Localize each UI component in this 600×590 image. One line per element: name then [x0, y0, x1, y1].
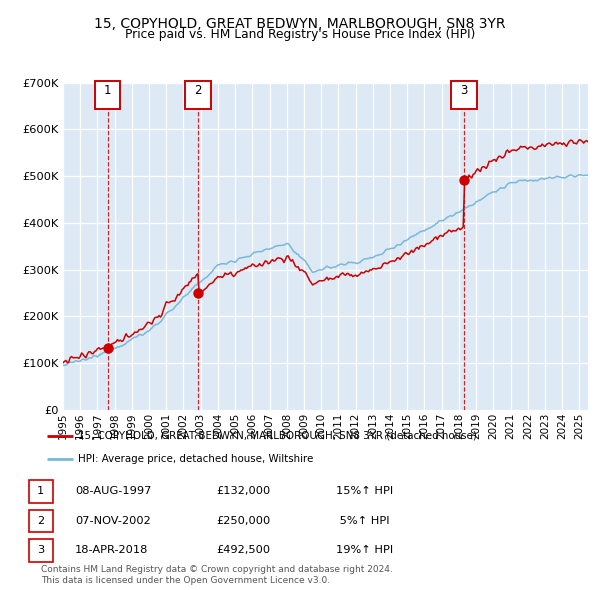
- Text: 18-APR-2018: 18-APR-2018: [75, 546, 148, 555]
- Text: 1: 1: [104, 84, 112, 97]
- Text: 2: 2: [194, 84, 202, 97]
- Text: £492,500: £492,500: [216, 546, 270, 555]
- Text: HPI: Average price, detached house, Wiltshire: HPI: Average price, detached house, Wilt…: [79, 454, 314, 464]
- Text: £132,000: £132,000: [216, 487, 270, 496]
- Text: 3: 3: [37, 546, 44, 555]
- Text: 07-NOV-2002: 07-NOV-2002: [75, 516, 151, 526]
- Text: 3: 3: [460, 84, 467, 97]
- Text: 1: 1: [37, 487, 44, 496]
- Text: Price paid vs. HM Land Registry's House Price Index (HPI): Price paid vs. HM Land Registry's House …: [125, 28, 475, 41]
- Text: 15%↑ HPI: 15%↑ HPI: [336, 487, 393, 496]
- Text: 19%↑ HPI: 19%↑ HPI: [336, 546, 393, 555]
- Text: 5%↑ HPI: 5%↑ HPI: [336, 516, 389, 526]
- Text: £250,000: £250,000: [216, 516, 270, 526]
- Text: Contains HM Land Registry data © Crown copyright and database right 2024.: Contains HM Land Registry data © Crown c…: [41, 565, 392, 575]
- Text: 15, COPYHOLD, GREAT BEDWYN, MARLBOROUGH, SN8 3YR: 15, COPYHOLD, GREAT BEDWYN, MARLBOROUGH,…: [94, 17, 506, 31]
- Text: 2: 2: [37, 516, 44, 526]
- Text: 08-AUG-1997: 08-AUG-1997: [75, 487, 151, 496]
- Text: 15, COPYHOLD, GREAT BEDWYN, MARLBOROUGH, SN8 3YR (detached house): 15, COPYHOLD, GREAT BEDWYN, MARLBOROUGH,…: [79, 431, 477, 441]
- Text: This data is licensed under the Open Government Licence v3.0.: This data is licensed under the Open Gov…: [41, 576, 330, 585]
